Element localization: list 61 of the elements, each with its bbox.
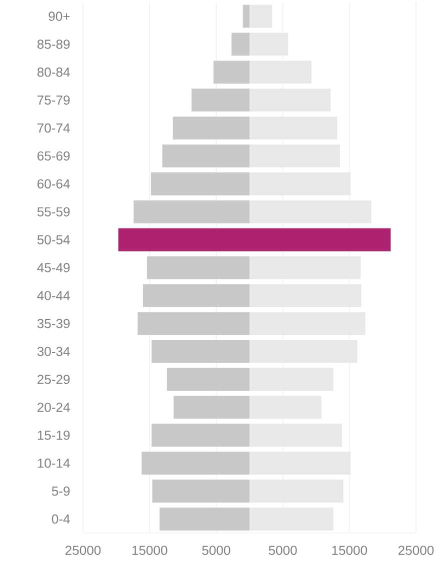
bar [172,116,250,140]
x-tick-label: 5000 [202,546,230,555]
y-tick-label: 90+ [48,12,70,21]
bar [250,452,351,475]
bar [250,396,322,419]
bar [142,452,250,475]
y-tick-label: 65-69 [38,151,70,161]
y-tick-label: 85-89 [37,40,70,49]
bar [250,116,338,140]
bar [138,312,250,335]
bar [250,200,372,224]
y-tick-label: 55-59 [37,207,70,216]
x-tick-label: 5000 [268,546,297,555]
bar [250,32,288,56]
bar [250,284,362,308]
bar [150,172,250,196]
bar [250,340,358,363]
bar [250,256,361,280]
bar [232,32,250,56]
y-tick-label: 20-24 [38,402,70,412]
bar [142,284,250,308]
y-tick-label: 70-74 [38,123,70,133]
bar [160,508,250,530]
bar [152,340,250,363]
y-tick-label: 5-9 [52,486,70,496]
y-tick-label: 50-54 [37,235,70,244]
bar [152,480,250,503]
y-tick-label: 40-44 [37,290,70,300]
y-tick-label: 60-64 [38,179,70,188]
bar [166,368,250,391]
bar [250,4,272,28]
bar [152,424,250,447]
bar [162,144,250,168]
bar [146,256,250,280]
bar [250,312,366,335]
y-tick-label: 75-79 [38,95,70,105]
x-tick-label: 15000 [332,546,368,555]
y-tick-label: 80-84 [37,68,70,77]
y-tick-label: 45-49 [37,263,70,272]
bar [250,424,342,447]
y-tick-label: 30-34 [37,346,70,356]
bar [250,368,334,391]
bar [214,60,250,84]
y-tick-label: 10-14 [38,458,70,468]
y-tick-label: 0-4 [52,514,70,524]
bar [250,60,312,84]
x-tick-label: 15000 [132,546,168,555]
bar [250,172,351,196]
bar [192,88,250,112]
y-tick-label: 15-19 [38,430,70,440]
bar [250,144,340,168]
x-tick-label: 25000 [398,546,434,555]
bar [250,508,334,530]
y-tick-label: 35-39 [37,318,70,328]
bar [242,4,250,28]
x-tick-label: 25000 [65,546,101,555]
bar [174,396,250,419]
bar [250,480,344,503]
y-tick-label: 25-29 [38,374,70,384]
bar [250,88,331,112]
bar [134,200,250,224]
